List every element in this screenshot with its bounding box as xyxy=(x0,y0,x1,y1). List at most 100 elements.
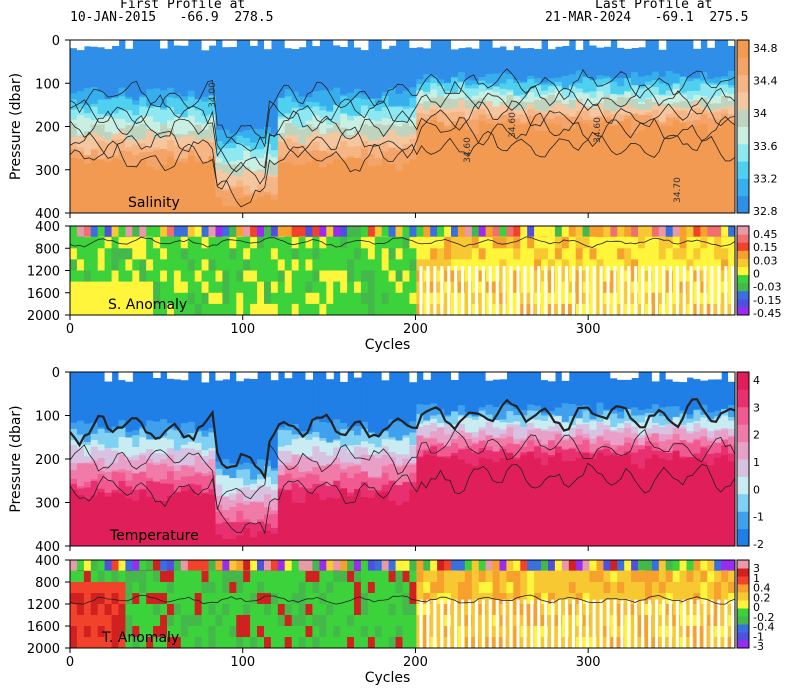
heatmap-cell xyxy=(347,637,355,648)
heatmap-cell xyxy=(644,237,653,249)
heatmap-cell xyxy=(333,122,341,133)
heatmap-cell xyxy=(596,248,604,260)
heatmap-cell xyxy=(284,303,293,315)
heatmap-cell xyxy=(596,571,604,583)
heatmap-cell xyxy=(367,443,376,456)
heatmap-cell xyxy=(554,103,563,115)
heatmap-cell xyxy=(402,270,410,283)
heatmap-cell xyxy=(721,429,729,441)
heatmap-cell xyxy=(444,456,452,460)
heatmap-cell xyxy=(215,157,223,164)
heatmap-cell xyxy=(257,169,265,172)
heatmap-cell xyxy=(125,151,133,167)
heatmap-cell xyxy=(132,571,140,583)
heatmap-cell xyxy=(534,372,542,407)
heatmap-cell xyxy=(548,560,556,571)
heatmap-cell xyxy=(624,116,632,120)
heatmap-cell xyxy=(492,124,501,213)
heatmap-cell xyxy=(270,40,279,135)
heatmap-cell xyxy=(423,425,431,438)
heatmap-cell xyxy=(513,457,521,461)
heatmap-cell xyxy=(298,270,307,283)
heatmap-cell xyxy=(70,148,78,159)
heatmap-cell xyxy=(582,560,591,571)
heatmap-cell xyxy=(243,571,251,583)
heatmap-cell xyxy=(575,226,584,237)
heatmap-cell xyxy=(243,500,251,506)
heatmap-cell xyxy=(451,582,459,594)
colorbar-swatch xyxy=(737,592,749,601)
heatmap-cell xyxy=(471,237,480,249)
no-data-cell xyxy=(661,599,665,648)
heatmap-cell xyxy=(208,626,216,638)
heatmap-cell xyxy=(291,135,300,143)
heatmap-cell xyxy=(374,453,383,459)
heatmap-cell xyxy=(70,123,78,138)
heatmap-cell xyxy=(305,226,313,237)
heatmap-cell xyxy=(347,137,355,148)
heatmap-cell xyxy=(270,281,279,294)
heatmap-cell xyxy=(167,120,175,129)
heatmap-cell xyxy=(520,98,528,103)
heatmap-cell xyxy=(180,134,189,137)
heatmap-cell xyxy=(201,582,210,594)
heatmap-cell xyxy=(97,615,106,627)
y-axis-label: Pressure (dbar) xyxy=(8,73,24,180)
heatmap-cell xyxy=(160,501,168,546)
heatmap-cell xyxy=(270,177,279,195)
heatmap-cell xyxy=(153,237,161,249)
heatmap-cell xyxy=(679,440,688,458)
colorbar-label: 1 xyxy=(753,572,760,585)
heatmap-cell xyxy=(430,119,438,213)
heatmap-cell xyxy=(70,372,78,424)
heatmap-cell xyxy=(485,248,494,260)
heatmap-cell xyxy=(125,582,133,594)
heatmap-cell xyxy=(118,560,126,571)
heatmap-cell xyxy=(499,582,507,594)
heatmap-cell xyxy=(686,113,694,122)
heatmap-cell xyxy=(347,496,355,546)
heatmap-cell xyxy=(354,372,362,427)
heatmap-cell xyxy=(97,292,106,305)
heatmap-cell xyxy=(665,90,674,97)
heatmap-cell xyxy=(686,40,694,79)
heatmap-cell xyxy=(471,444,480,453)
no-data-cell xyxy=(564,266,568,315)
heatmap-cell xyxy=(707,112,715,119)
heatmap-cell xyxy=(277,248,286,260)
heatmap-cell xyxy=(471,95,480,101)
heatmap-cell xyxy=(561,88,570,91)
heatmap-cell xyxy=(631,85,639,97)
heatmap-cell xyxy=(451,443,459,454)
no-data-cell xyxy=(451,372,459,380)
heatmap-cell xyxy=(416,457,424,546)
heatmap-cell xyxy=(76,303,85,315)
heatmap-cell xyxy=(215,187,223,198)
x-tick-label: 200 xyxy=(403,322,428,337)
heatmap-cell xyxy=(686,259,694,272)
heatmap-cell xyxy=(125,571,133,583)
heatmap-cell xyxy=(160,237,168,249)
heatmap-cell xyxy=(561,40,570,77)
heatmap-cell xyxy=(139,106,147,117)
heatmap-cell xyxy=(444,424,452,435)
heatmap-cell xyxy=(610,40,618,79)
heatmap-cell xyxy=(596,122,604,213)
heatmap-cell xyxy=(409,472,417,483)
heatmap-cell xyxy=(527,109,535,117)
heatmap-cell xyxy=(111,303,120,315)
heatmap-cell xyxy=(430,97,438,106)
heatmap-cell xyxy=(686,571,694,583)
heatmap-cell xyxy=(589,372,597,415)
heatmap-cell xyxy=(347,146,355,157)
colorbar-label: -0.2 xyxy=(753,611,774,624)
heatmap-cell xyxy=(277,474,286,477)
heatmap-cell xyxy=(340,469,348,474)
heatmap-cell xyxy=(236,493,244,504)
heatmap-cell xyxy=(672,372,681,407)
heatmap-cell xyxy=(111,118,120,135)
heatmap-cell xyxy=(229,522,237,540)
heatmap-cell xyxy=(624,248,632,260)
heatmap-cell xyxy=(471,84,480,90)
heatmap-cell xyxy=(319,226,327,237)
